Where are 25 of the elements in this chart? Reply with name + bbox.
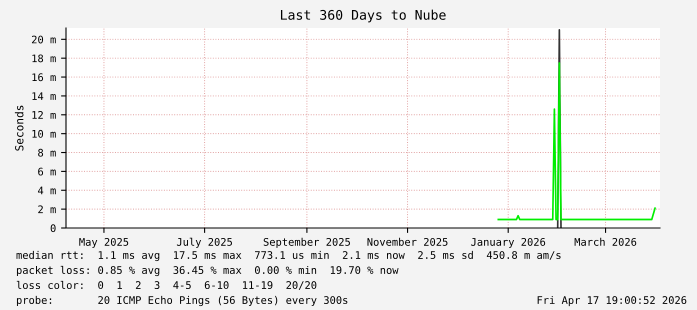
y-tick-label: 14 m bbox=[32, 92, 56, 100]
y-axis-title: Seconds bbox=[14, 106, 24, 151]
y-tick-label: 6 m bbox=[38, 168, 56, 176]
text: median rtt: 1.1 ms avg 17.5 ms max 773.1 us min 2.1 ms now 2.5 ms sd 450.8 m am/s bbox=[16, 250, 561, 262]
y-tick-label: 8 m bbox=[38, 148, 56, 157]
y-tick-label: 20 m bbox=[32, 36, 56, 44]
x-tick-label: March 2026 bbox=[574, 238, 636, 246]
y-tick-label: 0 bbox=[50, 224, 56, 232]
y-tick-label: 18 m bbox=[32, 54, 56, 62]
x-tick-label: July 2025 bbox=[176, 238, 232, 248]
chart-title: Last 360 Days to Nube bbox=[280, 10, 446, 22]
x-tick-label: November 2025 bbox=[367, 238, 448, 246]
text: loss color: 0 1 2 3 4-5 6-10 11-19 20/20 bbox=[16, 280, 316, 290]
x-tick-label: January 2026 bbox=[471, 238, 546, 248]
y-tick-label: 4 m bbox=[38, 186, 56, 194]
text: Fri Apr 17 19:00:52 2026 bbox=[538, 296, 686, 306]
line-series bbox=[497, 62, 656, 220]
text: probe: 20 ICMP Echo Pings (56 Bytes) every 300s bbox=[16, 296, 348, 306]
x-tick-label: May 2025 bbox=[79, 238, 128, 248]
y-tick-label: 12 m bbox=[32, 111, 56, 119]
y-tick-label: 2 m bbox=[38, 205, 56, 214]
text: packet loss: 0.85 % avg 36.45 % max 0.00 % min 19.70 % now bbox=[16, 266, 399, 276]
y-tick-label: 10 m bbox=[32, 130, 56, 138]
y-tick-label: 16 m bbox=[32, 73, 56, 82]
x-tick-label: September 2025 bbox=[264, 238, 350, 248]
